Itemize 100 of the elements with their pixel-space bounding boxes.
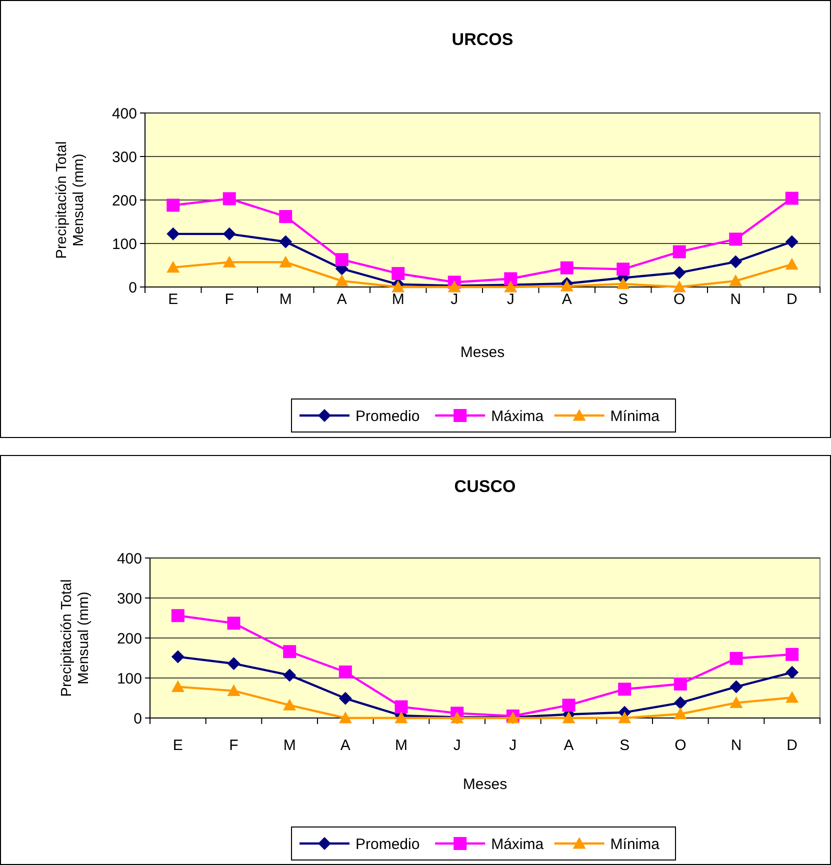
point bbox=[166, 227, 180, 240]
x-tick-label: A bbox=[336, 291, 347, 308]
point bbox=[166, 198, 180, 212]
point bbox=[392, 267, 405, 280]
point bbox=[560, 280, 574, 292]
point bbox=[504, 272, 518, 286]
point bbox=[283, 668, 296, 682]
point bbox=[166, 260, 180, 273]
point bbox=[392, 280, 405, 292]
x-tick-label: J bbox=[506, 291, 514, 308]
x-tick-label: N bbox=[730, 291, 742, 308]
y-axis-title: Precipitación Total Mensual (mm) bbox=[54, 141, 87, 259]
y-tick-label: 200 bbox=[112, 192, 137, 210]
point bbox=[618, 712, 632, 724]
point bbox=[729, 274, 742, 286]
legend-label: Máxima bbox=[491, 408, 544, 425]
point bbox=[616, 262, 630, 276]
point bbox=[672, 266, 686, 280]
legend-label: Promedio bbox=[356, 408, 420, 425]
x-tick-label: S bbox=[618, 291, 628, 308]
point bbox=[674, 696, 687, 710]
x-tick-label: J bbox=[509, 737, 517, 754]
point bbox=[730, 680, 743, 694]
point bbox=[785, 235, 798, 248]
x-tick-label: N bbox=[730, 737, 742, 754]
y-tick-label: 100 bbox=[112, 236, 137, 253]
point bbox=[227, 657, 240, 670]
point bbox=[729, 255, 742, 268]
y-tick-label: 0 bbox=[134, 710, 142, 728]
point bbox=[562, 698, 576, 712]
point bbox=[672, 245, 686, 258]
x-tick-label: M bbox=[392, 291, 404, 308]
point bbox=[562, 712, 576, 724]
point bbox=[335, 274, 348, 286]
y-tick-label: 200 bbox=[116, 630, 142, 648]
point bbox=[338, 666, 352, 678]
legend-label: Promedio bbox=[356, 836, 420, 853]
y-axis-title: Precipitación Total Mensual (mm) bbox=[59, 579, 92, 697]
point bbox=[786, 666, 799, 679]
x-axis-title: Meses bbox=[462, 776, 508, 793]
point bbox=[786, 691, 799, 703]
y-tick-label: 0 bbox=[128, 279, 137, 296]
y-tick-label: 400 bbox=[116, 550, 142, 568]
point bbox=[674, 678, 687, 690]
point bbox=[171, 609, 184, 622]
x-tick-label: S bbox=[620, 737, 630, 754]
point bbox=[335, 253, 348, 266]
point bbox=[279, 210, 292, 224]
point bbox=[279, 235, 292, 248]
point bbox=[338, 692, 352, 705]
x-tick-label: J bbox=[453, 737, 461, 754]
y-tick-label: 400 bbox=[112, 105, 137, 122]
x-tick-label: O bbox=[674, 291, 686, 308]
x-tick-label: F bbox=[224, 291, 234, 308]
point bbox=[283, 645, 296, 658]
point bbox=[222, 256, 236, 268]
point bbox=[672, 280, 686, 292]
legend-label: Mínima bbox=[610, 408, 660, 425]
point bbox=[616, 277, 630, 290]
x-tick-label: J bbox=[450, 291, 458, 308]
point bbox=[394, 700, 408, 714]
point bbox=[394, 712, 408, 724]
point bbox=[786, 648, 799, 661]
point bbox=[730, 696, 743, 708]
x-tick-label: F bbox=[229, 737, 238, 754]
point bbox=[227, 616, 240, 630]
x-tick-label: M bbox=[395, 737, 408, 754]
y-tick-label: 100 bbox=[116, 670, 142, 688]
point bbox=[618, 682, 632, 696]
x-tick-label: A bbox=[340, 737, 350, 754]
x-tick-label: E bbox=[168, 291, 178, 308]
point bbox=[504, 280, 518, 292]
y-tick-label: 300 bbox=[112, 148, 137, 166]
chart-title: URCOS bbox=[452, 30, 514, 49]
x-tick-label: D bbox=[786, 291, 798, 308]
point bbox=[171, 650, 184, 664]
x-axis-title: Meses bbox=[460, 344, 505, 361]
x-tick-label: O bbox=[674, 737, 686, 754]
x-tick-label: M bbox=[279, 291, 292, 308]
x-tick-label: D bbox=[786, 737, 798, 754]
point bbox=[674, 708, 687, 720]
point bbox=[283, 698, 296, 710]
point bbox=[279, 256, 292, 268]
point bbox=[222, 192, 236, 206]
point bbox=[785, 192, 798, 205]
point bbox=[171, 680, 184, 692]
point bbox=[785, 258, 798, 270]
legend-label: Máxima bbox=[491, 836, 544, 853]
point bbox=[338, 712, 352, 724]
legend-label: Mínima bbox=[610, 836, 660, 853]
x-tick-label: E bbox=[172, 737, 183, 754]
x-tick-label: M bbox=[283, 737, 296, 754]
point bbox=[222, 227, 236, 240]
y-tick-label: 300 bbox=[116, 590, 142, 608]
chart-title: CUSCO bbox=[454, 477, 516, 496]
point bbox=[729, 232, 742, 246]
x-tick-label: A bbox=[562, 291, 572, 308]
point bbox=[560, 261, 574, 274]
point bbox=[730, 652, 743, 665]
x-tick-label: A bbox=[564, 737, 574, 754]
